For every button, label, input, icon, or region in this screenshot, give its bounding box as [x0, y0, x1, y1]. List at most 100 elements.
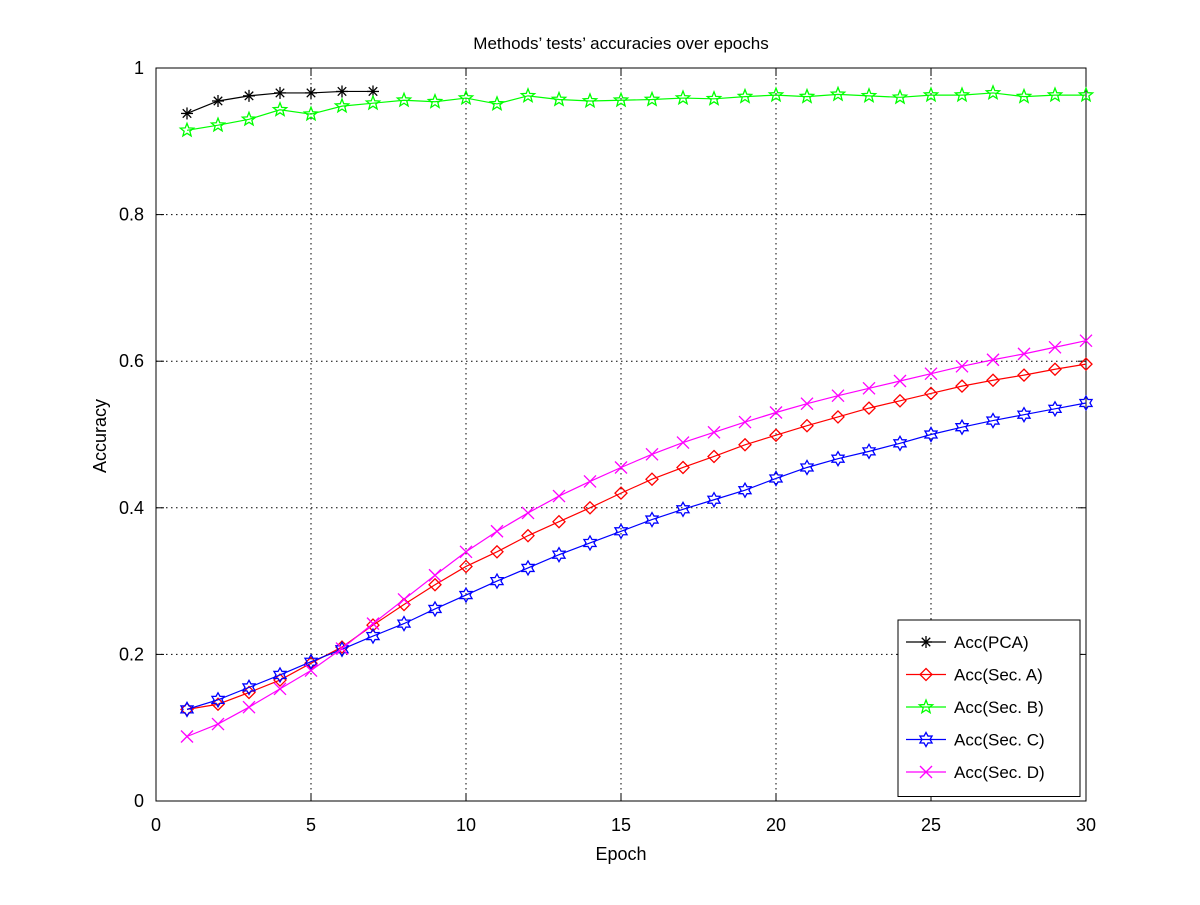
- data-point: [273, 682, 287, 696]
- data-point: [798, 87, 816, 104]
- data-point: [243, 89, 255, 102]
- data-point: [519, 87, 537, 103]
- legend-label: Acc(Sec. D): [954, 763, 1045, 782]
- series-line: [186, 340, 1087, 738]
- data-point: [862, 401, 876, 416]
- legend-marker: [920, 636, 932, 648]
- data-point: [614, 486, 628, 501]
- data-point: [612, 91, 630, 108]
- legend: Acc(PCA) Acc(Sec. A) Acc(Sec. B) Acc(Sec. C…: [897, 619, 1081, 797]
- data-point: [768, 470, 784, 487]
- data-point: [923, 426, 939, 443]
- data-point: [180, 730, 194, 743]
- data-point: [459, 545, 473, 559]
- data-point: [769, 406, 783, 419]
- data-point: [738, 437, 752, 452]
- legend-item: Acc(Sec. D): [906, 763, 1045, 782]
- y-tick-label: 0.4: [119, 498, 144, 518]
- data-point: [676, 436, 690, 450]
- data-point: [986, 373, 1000, 388]
- data-point: [954, 418, 970, 436]
- data-point: [303, 653, 319, 671]
- y-axis-label: Accuracy: [90, 399, 110, 473]
- data-point: [736, 87, 754, 104]
- data-point: [333, 97, 351, 114]
- data-point: [831, 389, 845, 403]
- data-point: [210, 691, 226, 709]
- data-point: [240, 110, 258, 127]
- legend-label: Acc(Sec. C): [954, 731, 1045, 750]
- data-point: [241, 679, 257, 696]
- data-point: [1017, 347, 1031, 361]
- data-point: [613, 522, 629, 540]
- legend-marker: [919, 667, 933, 682]
- data-point: [1015, 87, 1033, 104]
- x-tick-label: 15: [611, 815, 631, 835]
- data-point: [366, 617, 380, 631]
- data-point: [521, 528, 535, 543]
- data-point: [892, 434, 908, 452]
- data-point: [676, 460, 690, 475]
- data-point: [767, 86, 785, 103]
- data-point: [955, 359, 969, 373]
- series-3: [178, 84, 1095, 138]
- data-point: [366, 618, 380, 632]
- data-point: [738, 415, 752, 429]
- chart-title: Methods’ tests’ accuracies over epochs: [473, 34, 768, 53]
- data-point: [1048, 362, 1062, 377]
- data-point: [893, 374, 907, 388]
- data-point: [924, 386, 938, 401]
- data-point: [428, 568, 442, 582]
- data-point: [551, 546, 567, 564]
- data-point: [1078, 394, 1094, 412]
- data-point: [707, 425, 721, 439]
- data-point: [364, 94, 382, 111]
- data-point: [831, 409, 845, 424]
- data-point: [799, 459, 815, 476]
- data-point: [490, 544, 504, 559]
- data-point: [645, 472, 659, 487]
- data-point: [614, 461, 628, 474]
- data-point: [1079, 334, 1093, 348]
- series-5: [180, 334, 1093, 743]
- data-point: [893, 393, 907, 408]
- data-point: [582, 534, 598, 552]
- data-point: [209, 116, 227, 133]
- data-point: [643, 90, 661, 107]
- data-point: [830, 450, 846, 468]
- legend-label: Acc(Sec. B): [954, 698, 1044, 717]
- data-point: [488, 95, 506, 112]
- data-point: [242, 700, 256, 714]
- series-4: [179, 394, 1094, 718]
- data-point: [211, 717, 225, 731]
- data-point: [737, 481, 753, 499]
- y-tick-label: 1: [134, 58, 144, 78]
- y-tick-label: 0.8: [119, 205, 144, 225]
- data-point: [271, 100, 289, 117]
- x-tick-label: 30: [1076, 815, 1096, 835]
- data-point: [427, 600, 443, 618]
- data-point: [953, 86, 971, 103]
- data-point: [1077, 86, 1095, 103]
- data-point: [335, 642, 349, 655]
- series-1: [181, 85, 379, 120]
- data-point: [489, 572, 505, 590]
- data-point: [520, 559, 536, 577]
- data-point: [862, 381, 876, 395]
- data-point: [179, 701, 195, 718]
- data-point: [1016, 406, 1032, 424]
- data-point: [800, 418, 814, 433]
- legend-item: Acc(PCA): [906, 633, 1029, 652]
- data-point: [800, 397, 814, 411]
- legend-marker: [917, 698, 935, 715]
- legend-marker: [918, 731, 934, 748]
- data-point: [769, 428, 783, 443]
- data-point: [955, 379, 969, 394]
- data-point: [459, 559, 473, 574]
- series-line: [186, 92, 1086, 131]
- x-tick-label: 0: [151, 815, 161, 835]
- data-point: [212, 94, 224, 107]
- data-point: [274, 86, 286, 99]
